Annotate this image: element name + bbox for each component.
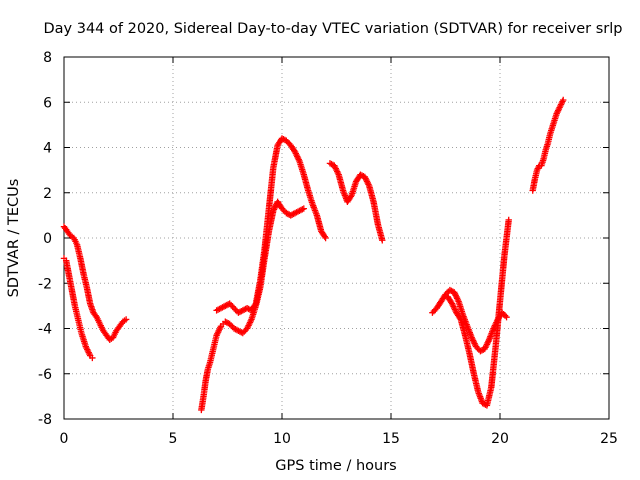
chart-title: Day 344 of 2020, Sidereal Day-to-day VTE… <box>43 21 622 37</box>
y-tick-label: -4 <box>38 322 52 338</box>
grid-lines <box>64 57 609 419</box>
data-point <box>560 96 567 104</box>
y-tick-label: 8 <box>43 50 52 66</box>
series-arc-4 <box>213 135 329 316</box>
y-tick-label: -8 <box>38 412 52 428</box>
y-tick-label: -2 <box>38 276 52 292</box>
series-arc-5 <box>326 160 386 244</box>
axis-ticks <box>63 56 610 420</box>
x-tick-label: 15 <box>382 431 400 447</box>
series-arc-2 <box>60 255 96 362</box>
x-tick-labels: 0 5 10 15 20 25 <box>60 431 618 447</box>
y-tick-label: 0 <box>43 231 52 247</box>
y-tick-label: 6 <box>43 95 52 111</box>
data-point <box>89 354 96 362</box>
x-tick-label: 0 <box>60 431 69 447</box>
x-axis-label: GPS time / hours <box>275 458 396 474</box>
x-tick-label: 10 <box>273 431 291 447</box>
y-tick-label: 2 <box>43 186 52 202</box>
data-point <box>503 313 510 321</box>
series-arc-8 <box>529 96 567 194</box>
y-axis-label: SDTVAR / TECUs <box>6 179 22 298</box>
data-point-interp <box>321 233 328 240</box>
data-point-interp <box>251 301 259 309</box>
data-point <box>322 234 329 242</box>
series-arc-1 <box>60 223 130 344</box>
data-points <box>60 96 567 414</box>
y-tick-label: -6 <box>38 367 52 383</box>
x-tick-label: 25 <box>600 431 618 447</box>
data-point <box>122 316 130 323</box>
x-tick-label: 5 <box>169 431 178 447</box>
y-tick-label: 4 <box>43 141 52 157</box>
series-arc-7 <box>444 216 512 409</box>
x-tick-label: 20 <box>491 431 509 447</box>
data-point-interp <box>299 206 306 213</box>
data-point-interp <box>238 329 245 336</box>
data-point <box>379 237 386 244</box>
data-point <box>505 216 512 224</box>
data-point-interp <box>347 193 355 200</box>
y-tick-labels: -8 -6 -4 -2 0 2 4 6 8 <box>38 50 52 428</box>
data-point <box>300 205 307 212</box>
data-point-interp <box>225 301 232 308</box>
data-point-interp <box>456 314 464 322</box>
